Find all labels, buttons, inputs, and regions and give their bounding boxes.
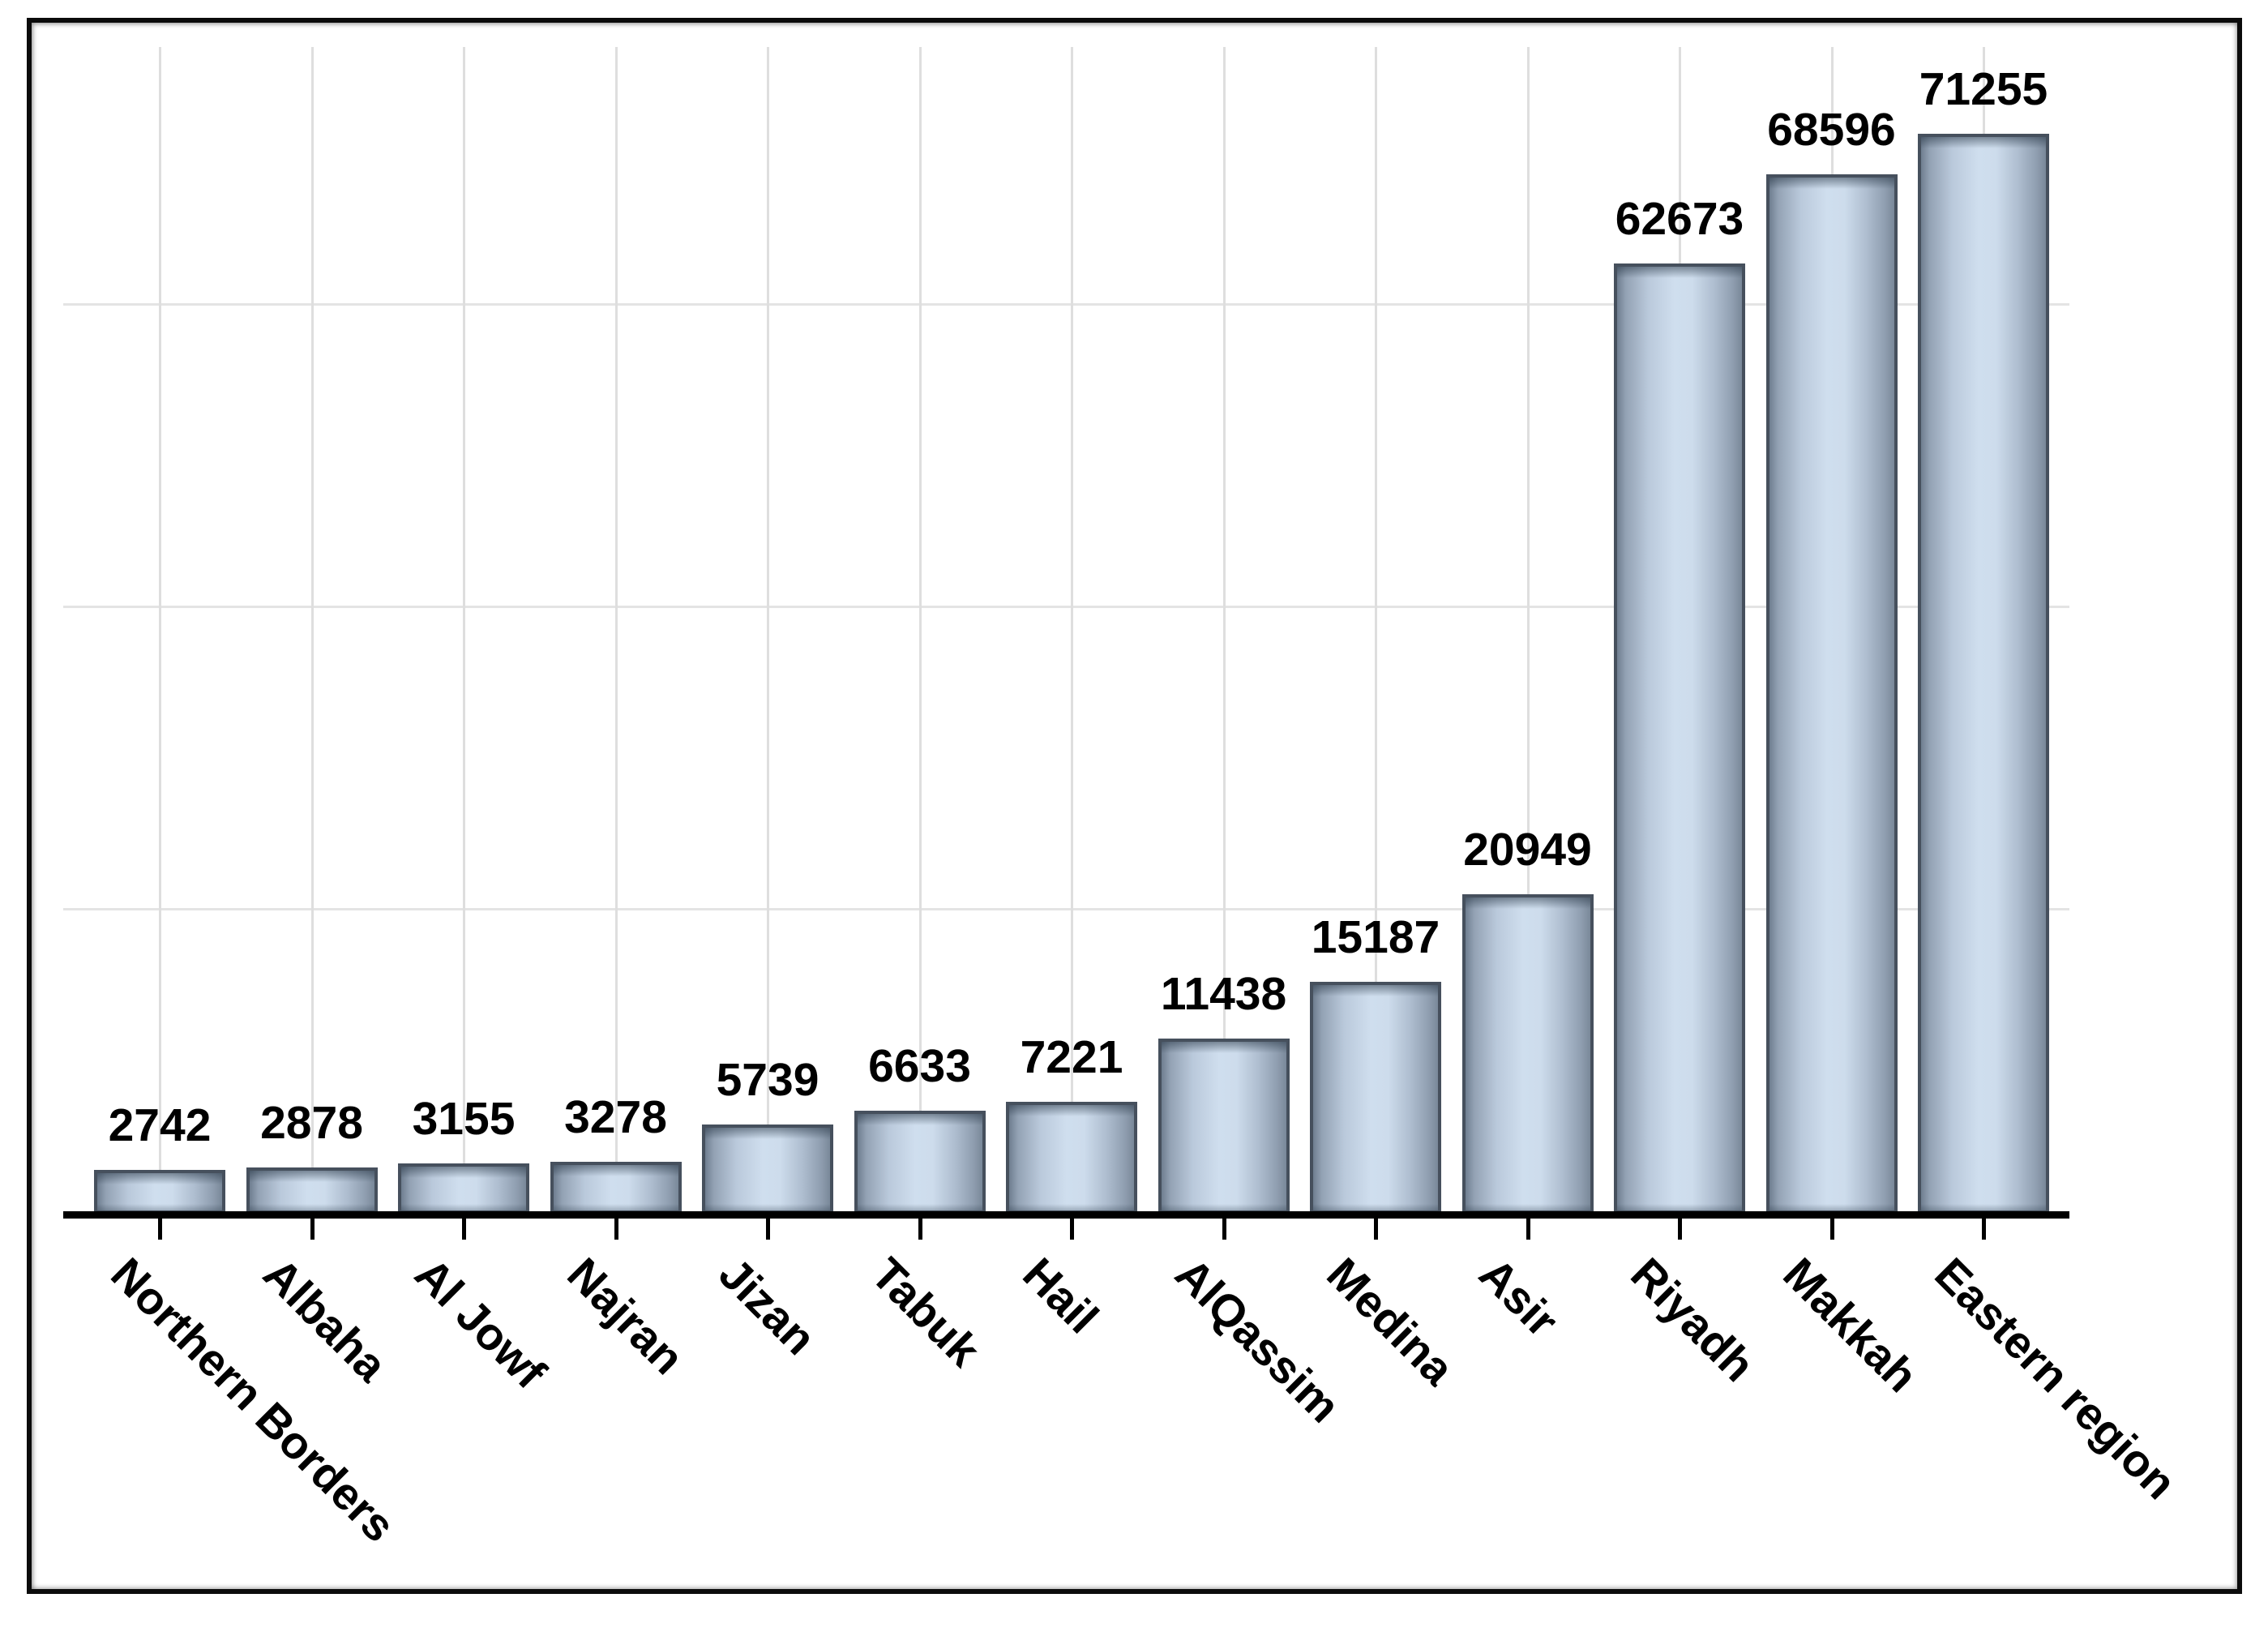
- bar: [550, 1162, 682, 1214]
- bar: [1310, 982, 1441, 1214]
- bar: [94, 1170, 225, 1214]
- bar: [1614, 263, 1745, 1214]
- x-tick-label: Medina: [1317, 1248, 1465, 1395]
- bar-value-label: 2878: [260, 1097, 363, 1149]
- x-axis-tick: [310, 1217, 315, 1240]
- bar-value-label: 3155: [412, 1093, 516, 1145]
- horizontal-gridline: [63, 303, 2069, 306]
- bar: [1918, 134, 2049, 1214]
- x-tick-label: Northern Borders: [101, 1248, 405, 1552]
- x-axis-tick: [462, 1217, 466, 1240]
- vertical-gridline: [310, 47, 314, 1211]
- x-tick-label: AlQassim: [1165, 1248, 1350, 1433]
- x-axis-tick: [614, 1217, 618, 1240]
- x-axis-tick: [766, 1217, 770, 1240]
- x-axis-tick: [1982, 1217, 1986, 1240]
- bar: [702, 1125, 833, 1214]
- x-tick-label: Al Jowf: [405, 1248, 556, 1399]
- x-axis-tick: [1070, 1217, 1074, 1240]
- horizontal-gridline: [63, 606, 2069, 608]
- bar-value-label: 5739: [716, 1054, 819, 1106]
- bar-value-label: 71255: [1919, 63, 2048, 115]
- bar-value-label: 3278: [564, 1091, 667, 1143]
- x-axis-line: [63, 1211, 2069, 1219]
- bar: [1461, 894, 1594, 1214]
- bar-value-label: 2742: [108, 1099, 212, 1151]
- vertical-gridline: [1222, 47, 1226, 1211]
- vertical-gridline: [614, 47, 618, 1211]
- vertical-gridline: [918, 47, 922, 1211]
- bar: [1006, 1102, 1137, 1214]
- x-axis-tick: [1829, 1217, 1834, 1240]
- x-axis-tick: [1678, 1217, 1682, 1240]
- bar: [1765, 174, 1898, 1214]
- horizontal-gridline: [63, 908, 2069, 910]
- x-axis-tick: [1222, 1217, 1226, 1240]
- bar-value-label: 11438: [1160, 968, 1287, 1020]
- bar-value-label: 7221: [1020, 1031, 1123, 1083]
- vertical-gridline: [1526, 47, 1530, 1211]
- bar-value-label: 62673: [1615, 193, 1744, 245]
- x-tick-label: Eastern region: [1925, 1248, 2187, 1509]
- x-axis-tick: [158, 1217, 162, 1240]
- x-tick-label: Hail: [1013, 1248, 1109, 1343]
- x-tick-label: Asir: [1469, 1248, 1568, 1347]
- x-tick-label: Riyadh: [1621, 1248, 1765, 1391]
- bar: [398, 1163, 529, 1214]
- bar-value-label: 20949: [1463, 824, 1592, 876]
- x-axis-tick: [1526, 1217, 1530, 1240]
- vertical-gridline: [463, 47, 465, 1211]
- x-axis-tick: [1374, 1217, 1378, 1240]
- bar: [1158, 1039, 1290, 1214]
- bar: [246, 1167, 378, 1214]
- vertical-gridline: [1071, 47, 1073, 1211]
- x-tick-label: Albaha: [253, 1248, 397, 1391]
- vertical-gridline: [1375, 47, 1377, 1211]
- vertical-gridline: [159, 47, 161, 1211]
- x-tick-label: Tabuk: [861, 1248, 991, 1377]
- x-tick-label: Jizan: [709, 1248, 826, 1364]
- bar-value-label: 68596: [1767, 104, 1896, 156]
- x-tick-label: Najran: [557, 1248, 694, 1384]
- bar-value-label: 6633: [868, 1040, 971, 1092]
- bar: [854, 1111, 986, 1214]
- vertical-gridline: [767, 47, 769, 1211]
- x-axis-tick: [918, 1217, 922, 1240]
- x-tick-label: Makkah: [1773, 1248, 1928, 1402]
- bar-value-label: 15187: [1311, 911, 1440, 963]
